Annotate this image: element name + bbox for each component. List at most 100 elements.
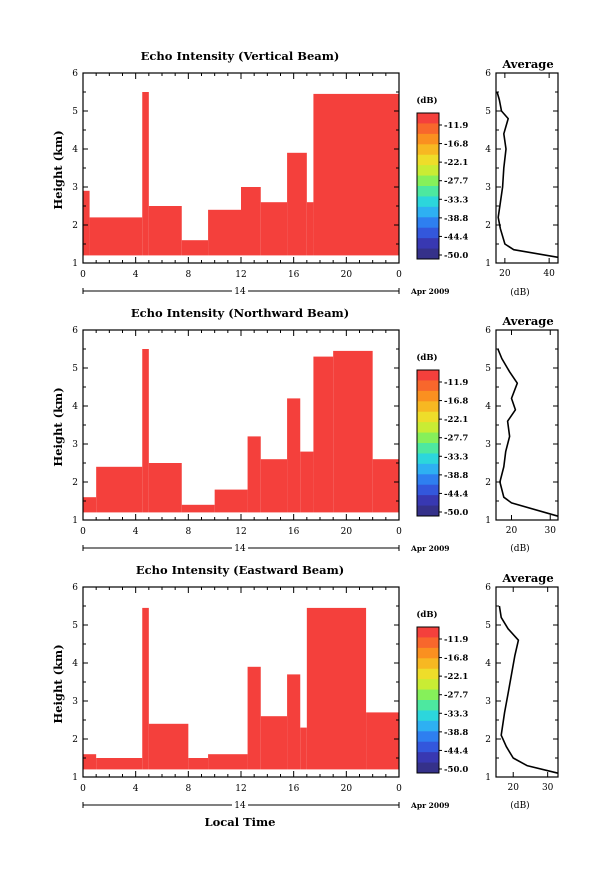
day-label-bg [232, 543, 248, 553]
panel-title: Echo Intensity (Eastward Beam) [136, 563, 344, 577]
profile-y-tick-label: 6 [485, 583, 491, 593]
x-tick-label: 16 [288, 784, 300, 794]
colorbar-unit-label: (dB) [416, 352, 437, 363]
echo-cell [306, 607, 367, 770]
echo-cell [96, 466, 143, 513]
y-tick-label: 6 [72, 69, 78, 79]
y-tick-label: 2 [72, 478, 78, 488]
profile-y-tick-label: 3 [485, 183, 491, 193]
colorbar-tick-label: -27.7 [444, 691, 468, 701]
profile-frame [495, 329, 559, 521]
echo-cell [260, 202, 288, 256]
profile-y-tick-label: 6 [485, 326, 491, 336]
colorbar-segment [417, 154, 439, 166]
profile-y-tick-label: 5 [485, 621, 491, 631]
x-axis-label: Local Time [205, 815, 276, 829]
echo-cell [247, 436, 261, 513]
profile-y-tick-label: 2 [485, 478, 491, 488]
x-tick-label: 0 [80, 784, 86, 794]
profile-y-tick-label: 4 [485, 659, 491, 669]
y-tick-label: 3 [72, 697, 78, 707]
y-tick-label: 5 [72, 107, 78, 117]
echo-cell [241, 187, 261, 256]
echo-cell [83, 497, 97, 513]
y-tick-label: 3 [72, 440, 78, 450]
y-tick-label: 2 [72, 221, 78, 231]
colorbar-segment [417, 248, 439, 260]
colorbar-segment [417, 731, 439, 743]
colorbar-segment [417, 495, 439, 507]
x-tick-label: 0 [80, 527, 86, 537]
echo-cell [142, 607, 149, 770]
y-axis-label: Height (km) [51, 130, 65, 209]
colorbar-tick-label: -27.7 [444, 434, 468, 444]
y-tick-label: 3 [72, 183, 78, 193]
colorbar-segment [417, 113, 439, 124]
profile-title: Average [501, 571, 553, 585]
x-tick-label: 0 [396, 270, 402, 280]
x-tick-label: 8 [185, 270, 191, 280]
colorbar-tick-label: -44.4 [444, 232, 468, 242]
colorbar-segment [417, 658, 439, 670]
profile-y-tick-label: 3 [485, 697, 491, 707]
echo-cell [313, 356, 334, 513]
colorbar-segment [417, 165, 439, 177]
colorbar-segment [417, 227, 439, 239]
profile-x-label: (dB) [510, 287, 529, 298]
y-tick-label: 5 [72, 621, 78, 631]
colorbar-segment [417, 390, 439, 402]
date-label: Apr 2009 [410, 801, 450, 810]
y-axis-label: Height (km) [51, 387, 65, 466]
day-label: 14 [234, 544, 246, 554]
profile-y-tick-label: 6 [485, 69, 491, 79]
profile-y-tick-label: 5 [485, 107, 491, 117]
colorbar-unit-label: (dB) [416, 609, 437, 620]
y-tick-label: 4 [72, 145, 78, 155]
y-tick-label: 1 [72, 259, 78, 269]
date-label: Apr 2009 [410, 544, 450, 553]
colorbar-tick-label: -38.8 [444, 728, 468, 738]
colorbar-segment [417, 422, 439, 434]
echo-cell [287, 152, 307, 256]
profile-y-tick-label: 4 [485, 145, 491, 155]
echo-cell [260, 716, 288, 770]
x-tick-label: 20 [341, 270, 353, 280]
colorbar-segment [417, 370, 439, 381]
colorbar-segment [417, 647, 439, 659]
echo-cell [214, 489, 248, 513]
colorbar-tick-label: -50.0 [444, 765, 468, 775]
echo-cell [287, 674, 301, 770]
profile-x-tick-label: 30 [542, 783, 554, 793]
panel-title: Echo Intensity (Vertical Beam) [141, 49, 340, 63]
y-tick-label: 6 [72, 326, 78, 336]
panel-eastward: Echo Intensity (Eastward Beam) Height (k… [51, 563, 559, 829]
x-tick-label: 20 [341, 784, 353, 794]
profile-y-tick-label: 1 [485, 516, 491, 526]
echo-cell [148, 723, 189, 770]
x-tick-label: 8 [185, 784, 191, 794]
y-tick-label: 6 [72, 583, 78, 593]
x-tick-label: 4 [133, 784, 139, 794]
colorbar-segment [417, 627, 439, 638]
y-axis-label: Height (km) [51, 644, 65, 723]
colorbar-segment [417, 144, 439, 156]
colorbar-segment [417, 175, 439, 187]
profile-x-label: (dB) [510, 800, 529, 811]
y-tick-label: 5 [72, 364, 78, 374]
colorbar-segment [417, 206, 439, 218]
echo-cell [306, 202, 314, 256]
colorbar-frame [416, 112, 440, 260]
profile-line [498, 605, 559, 774]
profile-y-tick-label: 2 [485, 221, 491, 231]
colorbar-tick-label: -33.3 [444, 452, 468, 462]
colorbar-segment [417, 720, 439, 732]
colorbar-tick-label: -44.4 [444, 489, 468, 499]
colorbar-segment [417, 196, 439, 208]
x-tick-label: 12 [235, 270, 246, 280]
colorbar-segment [417, 741, 439, 753]
echo-cell [260, 459, 288, 513]
colorbar-tick-label: -22.1 [444, 672, 468, 682]
colorbar-segment [417, 123, 439, 135]
x-tick-label: 0 [80, 270, 86, 280]
